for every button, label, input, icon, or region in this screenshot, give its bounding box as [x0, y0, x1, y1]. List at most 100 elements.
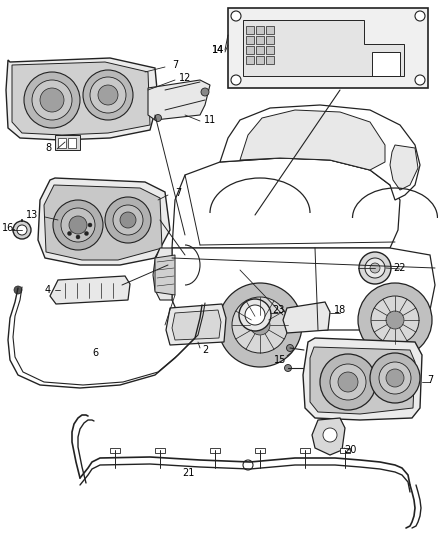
Circle shape	[14, 286, 22, 294]
Circle shape	[232, 297, 288, 353]
Polygon shape	[44, 185, 162, 260]
Circle shape	[155, 115, 162, 122]
Bar	[256, 26, 264, 34]
Circle shape	[330, 364, 366, 400]
Polygon shape	[172, 158, 400, 248]
Polygon shape	[172, 310, 221, 340]
Circle shape	[338, 372, 358, 392]
Bar	[266, 26, 274, 34]
Polygon shape	[6, 58, 158, 140]
Text: 18: 18	[334, 305, 346, 315]
Circle shape	[67, 231, 71, 236]
Text: 8: 8	[45, 143, 51, 153]
Circle shape	[98, 85, 118, 105]
Bar	[228, 8, 428, 88]
Circle shape	[231, 11, 241, 21]
Bar	[372, 52, 400, 76]
Polygon shape	[166, 304, 226, 345]
Bar	[256, 56, 264, 64]
Text: 21: 21	[182, 468, 194, 478]
Circle shape	[320, 354, 376, 410]
Bar	[246, 26, 254, 34]
Bar	[110, 448, 120, 453]
Bar	[300, 448, 310, 453]
Polygon shape	[390, 145, 418, 190]
Circle shape	[105, 197, 151, 243]
Text: 20: 20	[344, 445, 356, 455]
Circle shape	[359, 252, 391, 284]
Polygon shape	[220, 105, 420, 200]
Bar	[246, 36, 254, 44]
Text: 6: 6	[92, 348, 98, 358]
Circle shape	[40, 88, 64, 112]
Text: 7: 7	[172, 60, 178, 70]
Circle shape	[69, 216, 87, 234]
Bar	[55, 135, 80, 150]
Text: 7: 7	[427, 375, 433, 385]
Polygon shape	[243, 20, 404, 76]
Polygon shape	[312, 418, 345, 455]
Bar	[340, 448, 350, 453]
Bar	[155, 448, 165, 453]
Circle shape	[386, 311, 404, 329]
Circle shape	[371, 296, 419, 344]
Circle shape	[379, 362, 411, 394]
Text: 11: 11	[204, 115, 216, 125]
Circle shape	[365, 258, 385, 278]
Circle shape	[32, 80, 72, 120]
Polygon shape	[303, 338, 422, 420]
Bar	[255, 448, 265, 453]
Text: 16: 16	[2, 223, 14, 233]
Bar	[266, 36, 274, 44]
Bar	[246, 56, 254, 64]
Polygon shape	[155, 255, 175, 295]
Circle shape	[61, 208, 95, 242]
Text: 22: 22	[394, 263, 406, 273]
Bar	[266, 46, 274, 54]
Text: 14: 14	[212, 45, 224, 55]
Circle shape	[285, 365, 292, 372]
Text: 14: 14	[212, 45, 224, 55]
Text: 23: 23	[272, 305, 284, 315]
Text: 13: 13	[26, 210, 38, 220]
Bar	[210, 448, 220, 453]
Circle shape	[85, 231, 88, 236]
Bar	[68, 138, 76, 148]
Circle shape	[88, 223, 92, 227]
Circle shape	[83, 70, 133, 120]
Polygon shape	[50, 276, 130, 304]
Text: 4: 4	[45, 285, 51, 295]
Polygon shape	[12, 62, 150, 135]
Text: 2: 2	[202, 345, 208, 355]
Circle shape	[218, 283, 302, 367]
Bar	[256, 36, 264, 44]
Circle shape	[120, 212, 136, 228]
Text: 7: 7	[175, 188, 181, 198]
Text: 15: 15	[274, 355, 286, 365]
Circle shape	[245, 305, 265, 325]
Polygon shape	[310, 347, 415, 414]
Bar	[266, 56, 274, 64]
Polygon shape	[153, 248, 172, 300]
Polygon shape	[240, 110, 385, 170]
Circle shape	[358, 283, 432, 357]
Bar	[58, 138, 66, 148]
Circle shape	[90, 77, 126, 113]
Circle shape	[415, 75, 425, 85]
Circle shape	[24, 72, 80, 128]
Circle shape	[53, 200, 103, 250]
Circle shape	[113, 205, 143, 235]
Circle shape	[239, 299, 271, 331]
Circle shape	[243, 460, 253, 470]
Bar	[246, 46, 254, 54]
Circle shape	[386, 369, 404, 387]
Circle shape	[370, 353, 420, 403]
Circle shape	[76, 235, 80, 239]
Polygon shape	[283, 302, 330, 333]
Polygon shape	[38, 178, 170, 265]
Circle shape	[250, 315, 270, 335]
Circle shape	[17, 225, 27, 235]
Bar	[256, 46, 264, 54]
Circle shape	[13, 221, 31, 239]
Circle shape	[201, 88, 209, 96]
